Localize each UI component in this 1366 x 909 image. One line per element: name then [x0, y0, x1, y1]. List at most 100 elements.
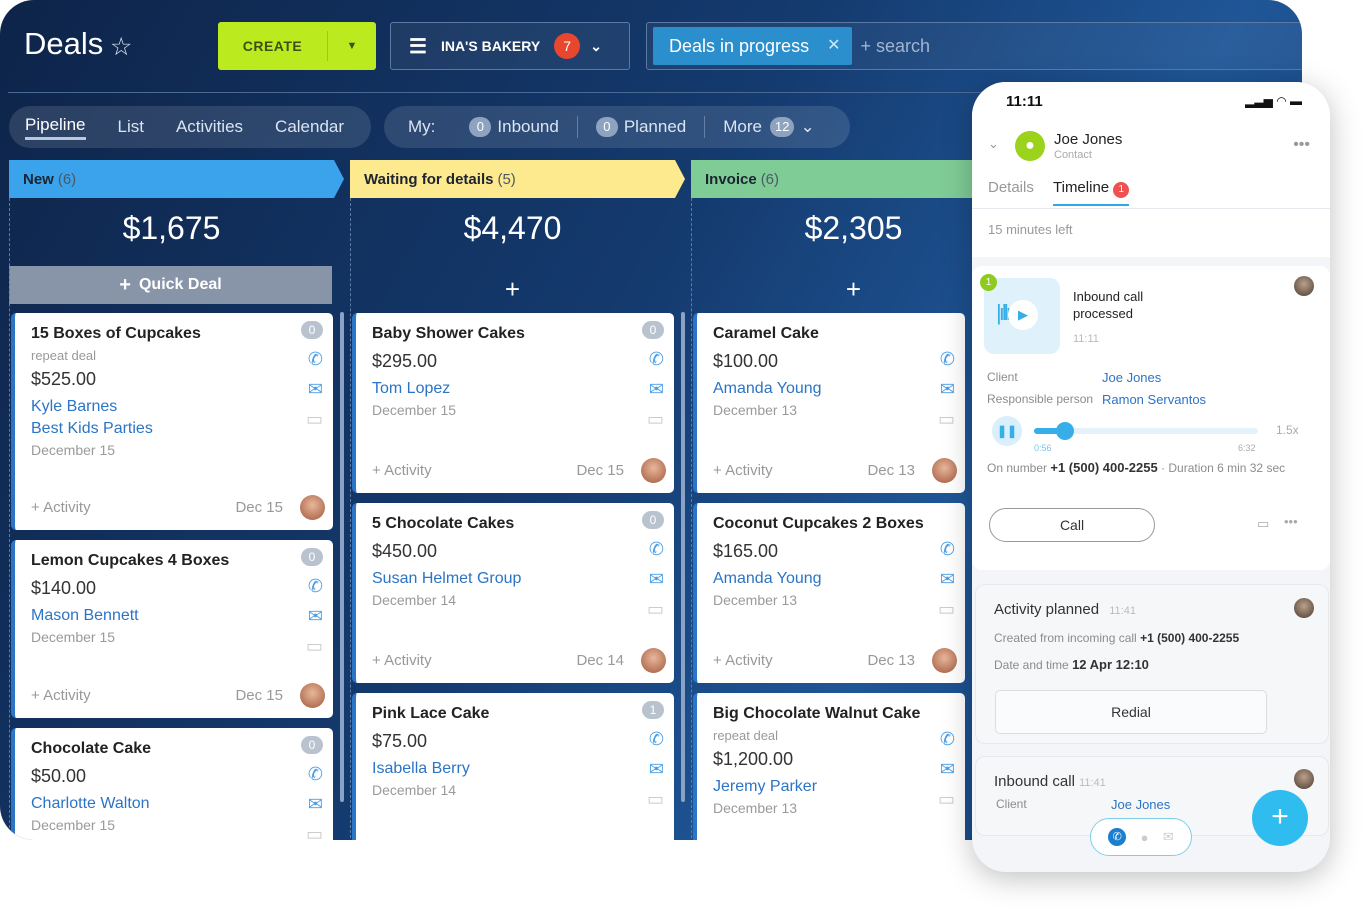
chat-icon[interactable]: ▭: [305, 409, 323, 429]
add-activity-link[interactable]: + Activity: [372, 462, 432, 479]
mail-icon[interactable]: ✉: [307, 606, 323, 626]
deal-contact[interactable]: Jeremy Parker: [713, 778, 818, 795]
chat-icon[interactable]: ▭: [305, 824, 323, 840]
column-scrollbar[interactable]: [340, 312, 344, 802]
deal-card[interactable]: Baby Shower Cakes $295.00 Tom Lopez Decembe…: [352, 313, 674, 493]
chat-icon[interactable]: ▭: [937, 409, 955, 429]
add-activity-link[interactable]: + Activity: [713, 652, 773, 669]
quick-deal-button[interactable]: + Quick Deal: [9, 266, 332, 304]
add-deal-button[interactable]: +: [845, 274, 862, 304]
tab-details[interactable]: Details: [988, 179, 1034, 196]
deal-title[interactable]: Coconut Cupcakes 2 Boxes: [713, 515, 924, 532]
deal-card[interactable]: Caramel Cake $100.00 Amanda Young December …: [693, 313, 965, 493]
more-icon[interactable]: •••: [1284, 514, 1298, 529]
mail-icon[interactable]: ✉: [648, 569, 664, 589]
pipeline-filter[interactable]: ☰ INA'S BAKERY 7 ⌄: [390, 22, 630, 70]
deal-contact[interactable]: Amanda Young: [713, 570, 822, 587]
mail-icon[interactable]: ✉: [307, 794, 323, 814]
deal-card[interactable]: Chocolate Cake $50.00 Charlotte Walton Dece…: [11, 728, 333, 840]
phone-icon[interactable]: ✆: [307, 764, 323, 784]
deal-title[interactable]: 5 Chocolate Cakes: [372, 515, 515, 532]
deal-contact[interactable]: Susan Helmet Group: [372, 570, 522, 587]
filter-chip[interactable]: Deals in progress ✕: [653, 27, 853, 65]
mail-icon[interactable]: ✉: [939, 379, 955, 399]
deal-title[interactable]: Lemon Cupcakes 4 Boxes: [31, 552, 230, 569]
phone-icon[interactable]: ✆: [648, 349, 664, 369]
tab-calendar[interactable]: Calendar: [275, 117, 345, 136]
deal-card[interactable]: Pink Lace Cake $75.00 Isabella Berry Decemb…: [352, 693, 674, 840]
phone-icon[interactable]: ✆: [1108, 828, 1127, 846]
deal-card[interactable]: Coconut Cupcakes 2 Boxes $165.00 Amanda Yo…: [693, 503, 965, 683]
client-link[interactable]: Joe Jones: [1102, 370, 1162, 385]
call-button[interactable]: Call: [989, 508, 1155, 542]
phone-icon[interactable]: ✆: [648, 729, 664, 749]
speed-control[interactable]: 1.5x: [1276, 423, 1299, 437]
phone-icon[interactable]: ✆: [939, 539, 955, 559]
chat-icon[interactable]: ▭: [646, 409, 664, 429]
mail-icon[interactable]: ✉: [939, 759, 955, 779]
play-icon[interactable]: ▶: [1008, 300, 1038, 330]
create-button[interactable]: CREATE ▼: [218, 22, 376, 70]
phone-icon[interactable]: ✆: [307, 349, 323, 369]
deal-title[interactable]: Big Chocolate Walnut Cake: [713, 705, 921, 722]
deal-card[interactable]: Lemon Cupcakes 4 Boxes $140.00 Mason Benne…: [11, 540, 333, 718]
deal-title[interactable]: Chocolate Cake: [31, 740, 152, 757]
mail-icon[interactable]: ✉: [648, 759, 664, 779]
chat-icon[interactable]: ▭: [937, 789, 955, 809]
deal-card[interactable]: Big Chocolate Walnut Cake repeat deal $1,2…: [693, 693, 965, 840]
add-activity-link[interactable]: + Activity: [713, 462, 773, 479]
add-activity-link[interactable]: + Activity: [372, 652, 432, 669]
deal-contact[interactable]: Isabella Berry: [372, 760, 470, 777]
client-link[interactable]: Joe Jones: [1111, 797, 1171, 812]
deal-contact[interactable]: Amanda Young: [713, 380, 822, 397]
chat-icon[interactable]: ▭: [646, 789, 664, 809]
chat-icon[interactable]: ▭: [646, 599, 664, 619]
deal-contact[interactable]: Tom Lopez: [372, 380, 451, 397]
mail-icon[interactable]: ✉: [648, 379, 664, 399]
pause-icon[interactable]: ❚❚: [992, 416, 1022, 446]
mail-icon[interactable]: ✉: [939, 569, 955, 589]
star-icon[interactable]: ☆: [110, 33, 133, 61]
responsible-link[interactable]: Ramon Servantos: [1102, 392, 1207, 407]
add-deal-button[interactable]: +: [504, 274, 521, 304]
add-activity-link[interactable]: + Activity: [31, 499, 91, 516]
chat-icon[interactable]: ●: [1140, 829, 1149, 845]
stage-header[interactable]: New (6): [9, 160, 344, 198]
deal-title[interactable]: Caramel Cake: [713, 325, 819, 342]
tab-timeline[interactable]: Timeline 1: [1053, 179, 1130, 206]
phone-icon[interactable]: ✆: [648, 539, 664, 559]
slider-handle[interactable]: [1056, 422, 1075, 440]
filter-planned[interactable]: Planned: [623, 117, 687, 136]
chat-icon[interactable]: ▭: [305, 636, 323, 656]
add-activity-link[interactable]: + Activity: [31, 687, 91, 704]
add-button[interactable]: +: [1252, 790, 1308, 846]
note-icon[interactable]: ▭: [1257, 516, 1270, 531]
more-icon[interactable]: •••: [1293, 136, 1310, 153]
chevron-down-icon[interactable]: ⌄: [988, 136, 999, 151]
stage-header[interactable]: Invoice (6): [691, 160, 1026, 198]
deal-title[interactable]: 15 Boxes of Cupcakes: [31, 325, 201, 342]
deal-title[interactable]: Baby Shower Cakes: [372, 325, 525, 342]
chevron-down-icon[interactable]: ▼: [346, 40, 358, 52]
deal-contact[interactable]: Mason Bennett: [31, 607, 139, 624]
audio-slider[interactable]: [1034, 422, 1258, 440]
deal-contact[interactable]: Kyle Barnes: [31, 398, 118, 415]
audio-thumbnail[interactable]: |ıllıııl| ▶: [984, 278, 1060, 354]
deal-contact[interactable]: Charlotte Walton: [31, 795, 150, 812]
deal-card[interactable]: 15 Boxes of Cupcakes repeat deal $525.00 Ky…: [11, 313, 333, 530]
tab-activities[interactable]: Activities: [175, 117, 244, 136]
deal-contact[interactable]: Best Kids Parties: [31, 420, 153, 437]
deal-title[interactable]: Pink Lace Cake: [372, 705, 490, 722]
mail-icon[interactable]: ✉: [1162, 829, 1174, 844]
phone-icon[interactable]: ✆: [939, 729, 955, 749]
search-input[interactable]: + search: [860, 35, 931, 56]
redial-button[interactable]: Redial: [995, 690, 1267, 734]
chevron-down-icon[interactable]: ⌄: [800, 117, 815, 136]
tab-list[interactable]: List: [117, 117, 144, 136]
chat-icon[interactable]: ▭: [937, 599, 955, 619]
phone-icon[interactable]: ✆: [307, 576, 323, 596]
tab-pipeline[interactable]: Pipeline: [25, 115, 86, 140]
deal-card[interactable]: 5 Chocolate Cakes $450.00 Susan Helmet Gro…: [352, 503, 674, 683]
filter-inbound[interactable]: Inbound: [497, 117, 559, 136]
phone-icon[interactable]: ✆: [939, 349, 955, 369]
